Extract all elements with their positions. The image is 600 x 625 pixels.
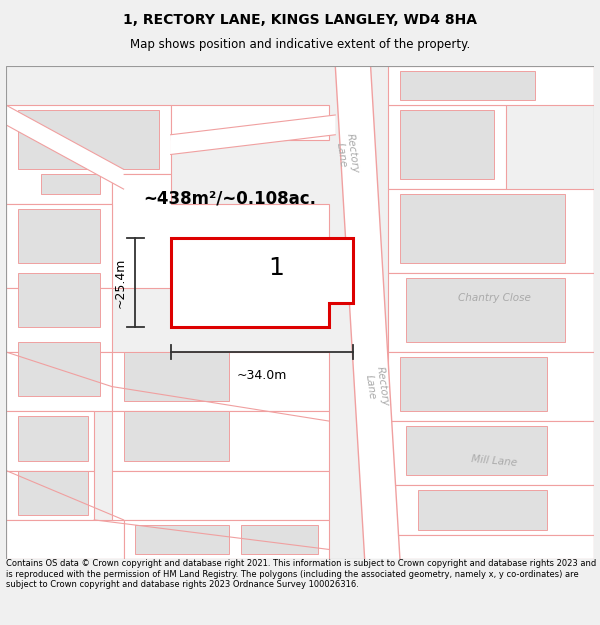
Polygon shape <box>400 110 494 179</box>
Polygon shape <box>112 471 329 520</box>
Polygon shape <box>18 110 159 169</box>
Text: Mill Lane: Mill Lane <box>470 454 517 468</box>
Polygon shape <box>124 411 229 461</box>
Text: Map shows position and indicative extent of the property.: Map shows position and indicative extent… <box>130 38 470 51</box>
Text: 1, RECTORY LANE, KINGS LANGLEY, WD4 8HA: 1, RECTORY LANE, KINGS LANGLEY, WD4 8HA <box>123 13 477 27</box>
Polygon shape <box>6 288 112 352</box>
Polygon shape <box>124 352 229 401</box>
Polygon shape <box>388 189 594 273</box>
Polygon shape <box>418 490 547 530</box>
Polygon shape <box>400 71 535 100</box>
Polygon shape <box>170 105 329 139</box>
Polygon shape <box>241 525 317 554</box>
Polygon shape <box>18 273 100 328</box>
Polygon shape <box>18 342 100 396</box>
Polygon shape <box>136 525 229 554</box>
Polygon shape <box>124 520 329 559</box>
Polygon shape <box>388 485 594 534</box>
Polygon shape <box>388 105 506 189</box>
Text: ~25.4m: ~25.4m <box>113 258 127 308</box>
Polygon shape <box>6 105 170 204</box>
Polygon shape <box>18 471 88 515</box>
Polygon shape <box>18 209 100 263</box>
Polygon shape <box>388 352 594 421</box>
Polygon shape <box>170 238 353 328</box>
Text: 1: 1 <box>269 256 284 280</box>
Polygon shape <box>388 273 594 352</box>
Polygon shape <box>6 520 124 559</box>
Polygon shape <box>18 416 88 461</box>
Polygon shape <box>170 115 335 154</box>
Polygon shape <box>388 66 594 105</box>
Polygon shape <box>41 174 100 194</box>
Polygon shape <box>6 352 112 411</box>
Text: ~34.0m: ~34.0m <box>236 369 287 382</box>
Text: ~438m²/~0.108ac.: ~438m²/~0.108ac. <box>143 190 316 208</box>
Polygon shape <box>6 471 94 520</box>
Polygon shape <box>112 174 329 288</box>
Polygon shape <box>400 357 547 411</box>
Polygon shape <box>406 278 565 342</box>
Text: Rectory
Lane: Rectory Lane <box>363 365 390 408</box>
Polygon shape <box>112 411 329 471</box>
Text: Chantry Close: Chantry Close <box>458 292 530 302</box>
Text: Rectory
Lane: Rectory Lane <box>334 133 361 176</box>
Polygon shape <box>6 105 124 189</box>
Polygon shape <box>388 534 594 559</box>
Text: Contains OS data © Crown copyright and database right 2021. This information is : Contains OS data © Crown copyright and d… <box>6 559 596 589</box>
Polygon shape <box>6 411 94 471</box>
Polygon shape <box>112 352 329 411</box>
Polygon shape <box>406 426 547 476</box>
Polygon shape <box>335 66 400 559</box>
Polygon shape <box>388 421 594 485</box>
Polygon shape <box>6 204 112 288</box>
Polygon shape <box>400 194 565 263</box>
